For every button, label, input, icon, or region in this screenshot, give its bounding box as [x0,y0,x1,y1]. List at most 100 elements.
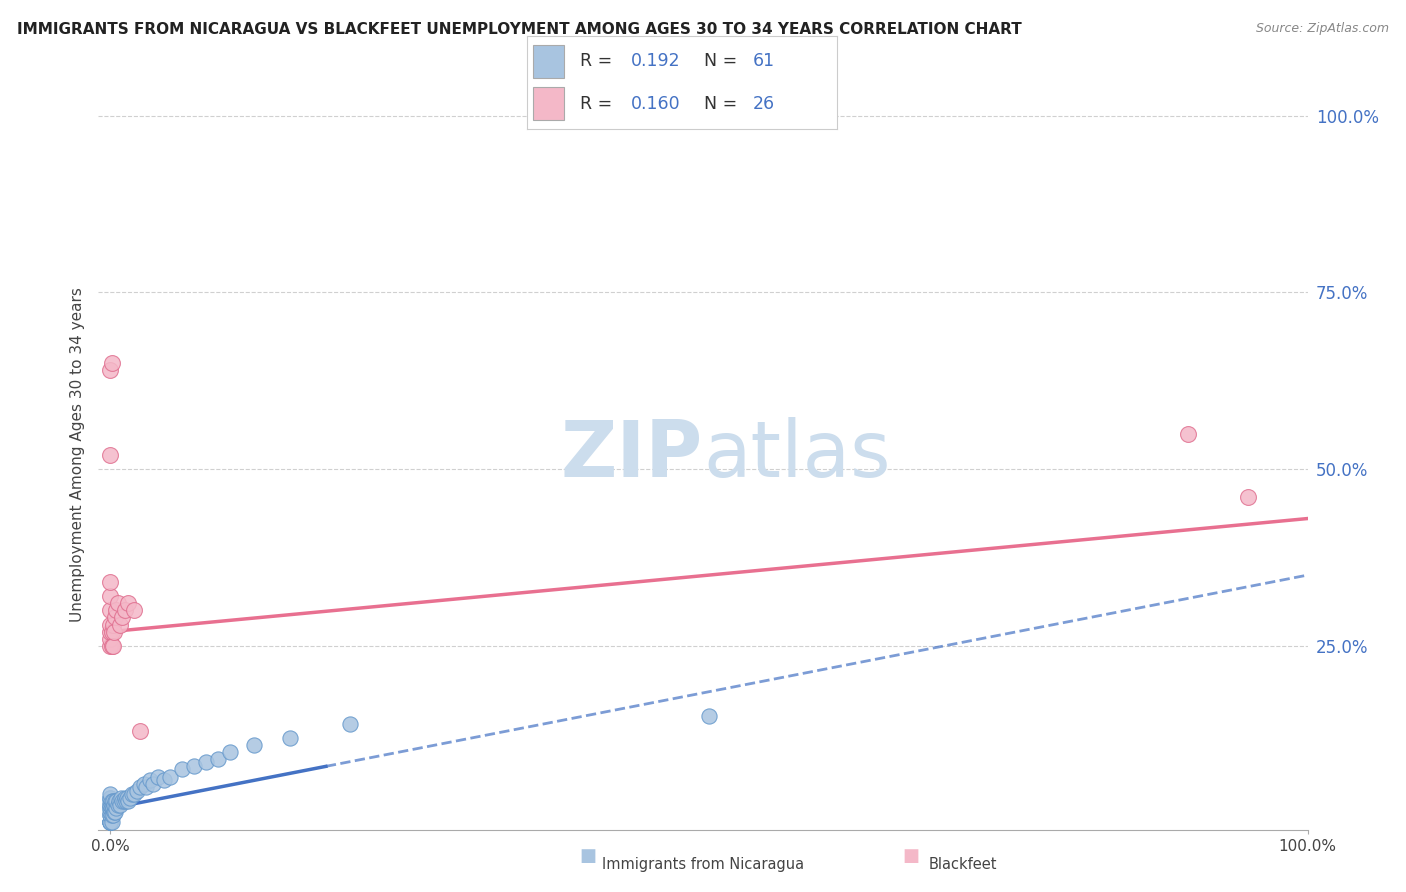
Point [117,596,139,610]
Point [100,575,122,590]
Point [100,787,122,801]
Point [697,709,720,723]
Point [108,797,131,812]
Text: R =: R = [579,95,617,112]
Point [111,794,134,808]
Point [100,808,122,822]
Point [339,716,361,731]
Point [114,603,136,617]
Point [111,610,134,624]
Point [100,617,122,632]
Point [159,770,181,784]
Point [207,752,229,766]
Text: atlas: atlas [703,417,890,493]
Point [100,801,122,815]
Point [243,738,266,752]
Text: 0.160: 0.160 [631,95,681,112]
Point [100,639,122,653]
Point [148,770,170,784]
Point [114,790,136,805]
Point [1177,426,1199,441]
Point [100,448,122,462]
Point [100,801,122,815]
Point [117,794,139,808]
Point [100,797,122,812]
Text: 26: 26 [754,95,775,112]
Point [100,815,122,830]
Point [100,632,122,646]
Point [135,780,157,794]
Point [104,805,127,819]
Point [105,801,128,815]
Point [100,808,122,822]
Text: ZIP: ZIP [561,417,703,493]
Point [100,624,122,639]
Point [129,723,152,738]
Point [100,794,122,808]
Point [153,773,176,788]
Point [183,759,205,773]
Point [105,794,128,808]
Text: 61: 61 [754,53,775,70]
Y-axis label: Unemployment Among Ages 30 to 34 years: Unemployment Among Ages 30 to 34 years [69,287,84,623]
Point [110,790,132,805]
Point [1236,491,1258,505]
Point [219,745,242,759]
Point [139,773,162,788]
Text: N =: N = [703,53,742,70]
Text: 0.192: 0.192 [631,53,681,70]
Text: N =: N = [703,95,742,112]
Point [100,801,122,815]
Bar [533,45,564,78]
Point [132,776,155,790]
Point [195,756,218,770]
Text: R =: R = [579,53,617,70]
Text: IMMIGRANTS FROM NICARAGUA VS BLACKFEET UNEMPLOYMENT AMONG AGES 30 TO 34 YEARS CO: IMMIGRANTS FROM NICARAGUA VS BLACKFEET U… [17,22,1022,37]
Point [100,639,122,653]
Point [115,790,138,805]
Text: Source: ZipAtlas.com: Source: ZipAtlas.com [1256,22,1389,36]
Point [104,794,127,808]
Point [100,797,122,812]
Point [125,783,148,797]
Bar [533,87,564,120]
Point [115,794,138,808]
Point [100,794,122,808]
Point [100,624,122,639]
Point [107,797,129,812]
Point [100,356,122,370]
Text: Blackfeet: Blackfeet [929,857,997,872]
Point [103,797,125,812]
Point [101,639,124,653]
Point [107,794,129,808]
Point [101,801,124,815]
Point [124,787,146,801]
Point [100,589,122,603]
Point [100,815,122,830]
Point [100,815,122,830]
Text: ■: ■ [579,847,596,865]
Point [101,794,124,808]
Point [278,731,301,745]
Point [101,617,124,632]
Point [103,624,125,639]
Point [100,790,122,805]
Text: ■: ■ [903,847,920,865]
Point [100,815,122,830]
Point [101,808,124,822]
Point [100,603,122,617]
Point [100,797,122,812]
Point [100,815,122,830]
Point [129,780,152,794]
Point [100,790,122,805]
Point [100,805,122,819]
Point [172,763,194,777]
Point [100,363,122,377]
Point [142,776,165,790]
Point [112,794,135,808]
Point [118,790,141,805]
Point [103,805,125,819]
Point [107,596,129,610]
Text: Immigrants from Nicaragua: Immigrants from Nicaragua [602,857,804,872]
Point [100,808,122,822]
